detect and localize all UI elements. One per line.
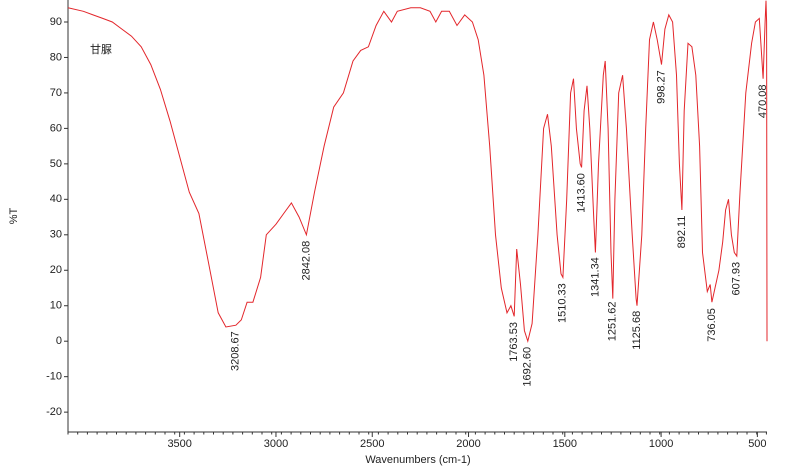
peak-label: 2842.08 [300,241,312,281]
peak-label: 1413.60 [575,173,587,213]
peak-label: 892.11 [676,216,688,249]
peak-label: 1341.34 [589,257,601,297]
x-tick-label: 2500 [360,438,384,450]
y-tick-label: -10 [46,371,62,383]
peak-label: 998.27 [655,70,667,104]
peak-label: 470.08 [757,84,769,118]
x-tick-label: 500 [748,438,766,450]
peak-label: 1692.60 [522,347,534,387]
y-tick-label: 70 [50,87,62,99]
y-tick-label: 50 [50,158,62,170]
y-tick-label: 20 [50,264,62,276]
peak-label: 736.05 [706,308,718,342]
spectrum-line [67,0,768,344]
peak-label: 1510.33 [557,283,569,323]
x-tick-label: 1000 [649,438,673,450]
annotation: 甘脲 [90,43,112,56]
x-axis-label: Wavenumbers (cm-1) [365,454,470,466]
x-tick-label: 1500 [553,438,577,450]
x-tick-label: 2000 [456,438,480,450]
peak-label: 3208.67 [230,331,242,371]
y-tick-label: -20 [46,406,62,418]
y-tick-label: 10 [50,300,62,312]
peak-label: 1763.53 [508,322,520,362]
y-tick-label: 30 [50,229,62,241]
y-axis-label: %T [8,207,20,224]
y-tick-label: 60 [50,122,62,134]
peak-label: 1251.62 [607,301,619,341]
y-tick-label: 80 [50,51,62,63]
y-tick-label: 90 [50,16,62,28]
x-tick-label: 3000 [264,438,288,450]
x-tick-label: 3500 [167,438,191,450]
y-tick-label: 0 [56,335,62,347]
peak-label: 607.93 [730,262,742,296]
peak-label: 1125.68 [631,311,643,350]
y-tick-label: 40 [50,193,62,205]
